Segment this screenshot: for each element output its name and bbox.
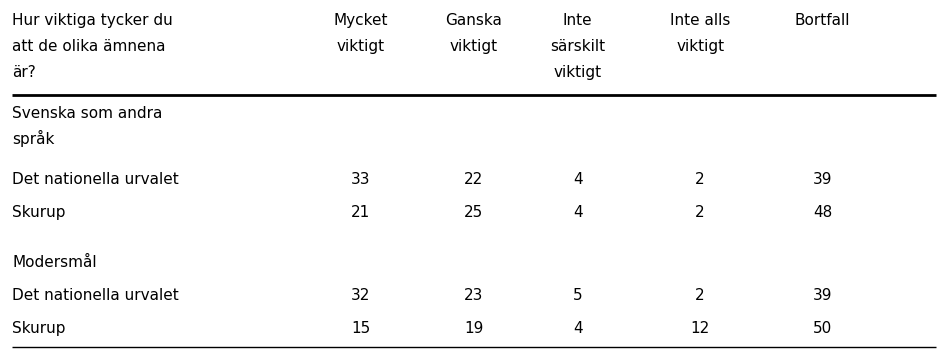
Text: viktigt: viktigt bbox=[554, 65, 602, 80]
Text: 25: 25 bbox=[465, 205, 483, 220]
Text: Det nationella urvalet: Det nationella urvalet bbox=[12, 172, 179, 187]
Text: 39: 39 bbox=[813, 172, 832, 187]
Text: 23: 23 bbox=[465, 288, 483, 303]
Text: Hur viktiga tycker du: Hur viktiga tycker du bbox=[12, 13, 173, 28]
Text: Det nationella urvalet: Det nationella urvalet bbox=[12, 288, 179, 303]
Text: 19: 19 bbox=[465, 321, 483, 336]
Text: Skurup: Skurup bbox=[12, 321, 65, 336]
Text: att de olika ämnena: att de olika ämnena bbox=[12, 39, 166, 55]
Text: Inte alls: Inte alls bbox=[670, 13, 730, 28]
Text: Skurup: Skurup bbox=[12, 205, 65, 220]
Text: 50: 50 bbox=[813, 321, 832, 336]
Text: viktigt: viktigt bbox=[337, 39, 385, 55]
Text: 15: 15 bbox=[352, 321, 371, 336]
Text: 33: 33 bbox=[351, 172, 371, 187]
Text: 32: 32 bbox=[351, 288, 371, 303]
Text: viktigt: viktigt bbox=[676, 39, 724, 55]
Text: 4: 4 bbox=[573, 172, 582, 187]
Text: Inte: Inte bbox=[563, 13, 592, 28]
Text: Modersmål: Modersmål bbox=[12, 255, 97, 269]
Text: Bortfall: Bortfall bbox=[795, 13, 850, 28]
Text: 4: 4 bbox=[573, 205, 582, 220]
Text: 21: 21 bbox=[352, 205, 371, 220]
Text: 39: 39 bbox=[813, 288, 832, 303]
Text: Ganska: Ganska bbox=[446, 13, 502, 28]
Text: 5: 5 bbox=[573, 288, 582, 303]
Text: särskilt: särskilt bbox=[550, 39, 605, 55]
Text: viktigt: viktigt bbox=[450, 39, 498, 55]
Text: 12: 12 bbox=[690, 321, 710, 336]
Text: 4: 4 bbox=[573, 321, 582, 336]
Text: Svenska som andra: Svenska som andra bbox=[12, 105, 162, 121]
Text: Mycket: Mycket bbox=[334, 13, 388, 28]
Text: 2: 2 bbox=[696, 288, 705, 303]
Text: 22: 22 bbox=[465, 172, 483, 187]
Text: språk: språk bbox=[12, 130, 55, 147]
Text: 2: 2 bbox=[696, 205, 705, 220]
Text: 48: 48 bbox=[813, 205, 832, 220]
Text: är?: är? bbox=[12, 65, 36, 80]
Text: 2: 2 bbox=[696, 172, 705, 187]
